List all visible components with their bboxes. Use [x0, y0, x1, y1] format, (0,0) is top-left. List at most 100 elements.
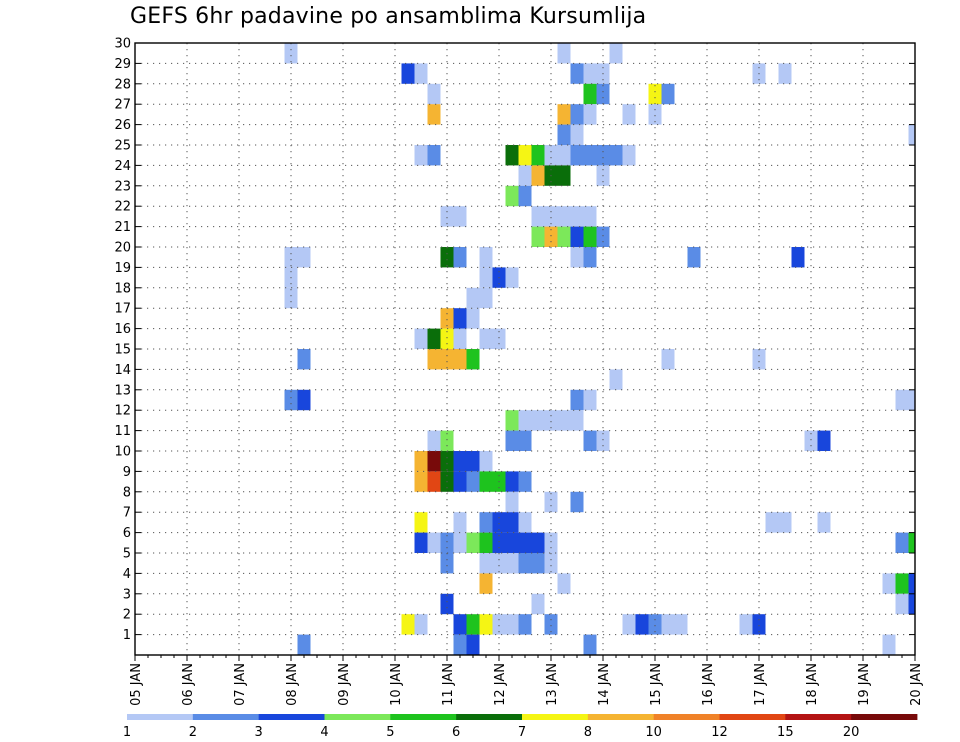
heatmap-cell [505, 532, 519, 553]
heatmap-cell [544, 410, 558, 431]
heatmap-cell [466, 471, 480, 492]
heatmap-cell [583, 83, 597, 105]
heatmap-cell [609, 145, 623, 166]
heatmap-cell [661, 349, 675, 370]
heatmap-cell [518, 145, 532, 166]
heatmap-cell [557, 145, 571, 166]
x-tick-label-group: 19 JAN [857, 663, 872, 706]
heatmap-cell [531, 165, 545, 186]
heatmap-cell [427, 145, 441, 166]
heatmap-cell [284, 247, 298, 268]
colorbar-label: 2 [189, 725, 197, 740]
heatmap-cell [557, 410, 571, 431]
heatmap-cell [544, 491, 558, 513]
heatmap-cell [427, 349, 441, 370]
x-tick-label-group: 17 JAN [753, 663, 768, 706]
colorbar-label: 15 [777, 725, 794, 740]
heatmap-cell [557, 573, 571, 594]
heatmap-cell [778, 512, 792, 533]
colorbar-label: 7 [518, 725, 526, 740]
heatmap-cell [427, 430, 441, 451]
heatmap-cell [479, 328, 493, 349]
heatmap-cell [908, 389, 915, 411]
x-tick-label: 08 JAN [285, 663, 300, 706]
heatmap-cell [622, 104, 636, 125]
y-tick-label: 26 [114, 118, 131, 133]
heatmap-cell [466, 308, 480, 329]
y-tick-label: 22 [114, 200, 131, 215]
heatmap-cell [804, 430, 818, 451]
heatmap-cell [908, 532, 915, 553]
x-tick-label-group: 09 JAN [337, 663, 352, 706]
heatmap-cell [882, 573, 896, 594]
x-tick-label: 05 JAN [129, 663, 144, 706]
heatmap-cell [557, 206, 571, 227]
x-tick-label: 15 JAN [649, 663, 664, 706]
heatmap-cell [635, 614, 649, 635]
heatmap-cell [440, 553, 454, 574]
x-tick-label: 09 JAN [337, 663, 352, 706]
heatmap-cell [505, 614, 519, 635]
x-tick-label-group: 11 JAN [441, 663, 456, 706]
colorbar-label: 4 [320, 725, 328, 740]
x-tick-label: 20 JAN [909, 663, 924, 706]
x-tick-label: 14 JAN [597, 663, 612, 706]
heatmap-cell [570, 145, 584, 166]
heatmap-cell [570, 63, 584, 84]
heatmap-cell [284, 43, 298, 64]
colorbar-swatch [719, 714, 786, 720]
heatmap-cell [583, 226, 597, 247]
heatmap-cell [427, 471, 441, 492]
heatmap-cell [492, 614, 506, 635]
heatmap-cell [544, 226, 558, 247]
heatmap-cell [895, 593, 909, 615]
heatmap-cell [440, 349, 454, 370]
colorbar-label: 12 [711, 725, 728, 740]
heatmap-cell [531, 410, 545, 431]
heatmap-cell [466, 287, 480, 309]
heatmap-cell [284, 287, 298, 309]
heatmap-cell [414, 451, 428, 472]
heatmap-cell [661, 83, 675, 105]
x-tick-label: 07 JAN [233, 663, 248, 706]
colorbar-swatch [192, 714, 260, 720]
heatmap-cell [583, 247, 597, 268]
colorbar-label: 20 [843, 725, 860, 740]
heatmap-cell [674, 614, 688, 635]
heatmap-cell [583, 206, 597, 227]
colorbar-swatch [258, 714, 325, 720]
y-tick-label: 18 [114, 281, 131, 296]
heatmap-cell [609, 43, 623, 64]
heatmap-cell [401, 614, 415, 635]
x-tick-label: 18 JAN [805, 663, 820, 706]
heatmap-cell [414, 512, 428, 533]
heatmap-cell [518, 614, 532, 635]
x-tick-label: 11 JAN [441, 663, 456, 706]
heatmap-cell [570, 247, 584, 268]
heatmap-cell [518, 430, 532, 451]
heatmap-cell [427, 104, 441, 125]
heatmap-cell [453, 634, 467, 655]
heatmap-cell [505, 267, 519, 288]
heatmap-cell [440, 247, 454, 268]
heatmap-cell [440, 328, 454, 349]
heatmap-cell [817, 512, 831, 533]
x-tick-label-group: 15 JAN [649, 663, 664, 706]
heatmap-cell [297, 349, 311, 370]
heatmap-cell [505, 491, 519, 513]
heatmap-cell [440, 593, 454, 615]
heatmap-cell [453, 614, 467, 635]
heatmap-cell [557, 104, 571, 125]
heatmap-cell [596, 83, 610, 105]
heatmap-cell [648, 83, 662, 105]
heatmap-cell [557, 43, 571, 64]
heatmap-cell [479, 471, 493, 492]
x-tick-label-group: 07 JAN [233, 663, 248, 706]
colorbar-swatch [127, 714, 194, 720]
colorbar-label: 5 [386, 725, 394, 740]
heatmap-cell [518, 410, 532, 431]
heatmap-cell [505, 512, 519, 533]
x-tick-label-group: 05 JAN [129, 663, 144, 706]
x-tick-label: 17 JAN [753, 663, 768, 706]
heatmap-cell [479, 247, 493, 268]
